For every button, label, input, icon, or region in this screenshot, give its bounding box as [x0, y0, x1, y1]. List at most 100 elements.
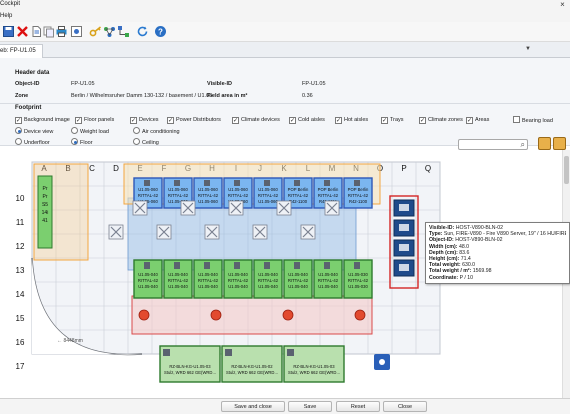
chevron-down-icon[interactable]: ▼: [525, 46, 531, 52]
rack-label: R42-1100: [349, 199, 368, 204]
row-label-16: 16: [16, 338, 25, 347]
fan-icon: [182, 202, 194, 214]
close-window-icon[interactable]: ×: [560, 0, 565, 9]
fan-icon: [302, 226, 314, 238]
server-device-icon: [399, 224, 409, 231]
key-icon[interactable]: [89, 25, 102, 38]
rack-label: U1.05-030: [348, 272, 368, 277]
checkbox-background-image[interactable]: ✓ Background image: [15, 117, 70, 124]
climate-device-label: Stulz, WRD 662 GE(WRD...: [164, 370, 216, 375]
room-outside: [32, 258, 142, 355]
search-input[interactable]: ⌕: [458, 139, 528, 150]
rack-icon: [204, 262, 210, 269]
server-device-icon: [399, 264, 409, 271]
rack-label: U1.05-060: [138, 199, 158, 204]
menu-help[interactable]: Help: [0, 13, 13, 19]
tooltip-coordinate: P / 10: [459, 274, 474, 281]
wall-dimension-label: ← 8448mm: [57, 338, 83, 344]
rack-label: RITTAL-42: [258, 278, 279, 283]
hot-spot-marker[interactable]: [210, 309, 222, 321]
radio-weight-load[interactable]: Weight load: [71, 127, 109, 136]
rack-label: U1.05-040: [318, 284, 338, 289]
hot-spot-marker[interactable]: [354, 309, 366, 321]
tooltip-object-id: HOST-V890-BLN-02: [455, 237, 503, 244]
preview-icon[interactable]: [70, 25, 83, 38]
floor-plan-canvas[interactable]: ← 8448mmABCDEFGHIJKLMNOPQ101112131415161…: [0, 150, 570, 398]
help-icon[interactable]: ?: [154, 25, 167, 38]
document-icon[interactable]: [30, 25, 43, 38]
rack-label: U1.05-060: [258, 187, 278, 192]
print-icon[interactable]: [55, 25, 68, 38]
fan-icon: [158, 226, 170, 238]
rack-label: U1.05-060: [198, 199, 218, 204]
server-device-icon: [399, 244, 409, 251]
tab-floorplan[interactable]: eb: FP-U1.05: [0, 44, 43, 58]
save-button[interactable]: Save: [288, 401, 332, 412]
climate-device-label: Stulz, WRD 662 GE(WRD...: [226, 370, 278, 375]
rack-label: U1.05-040: [198, 272, 218, 277]
hot-spot-marker[interactable]: [138, 309, 150, 321]
selected-device-frame[interactable]: [389, 195, 419, 289]
checkbox-cold-aisles[interactable]: ✓ Cold aisles: [289, 117, 325, 124]
field-area-label: Field area in m²: [207, 93, 248, 99]
check-icon: ✓: [130, 117, 137, 124]
delete-icon[interactable]: [16, 25, 29, 38]
copy-icon[interactable]: [42, 25, 55, 38]
rack-label: U1.05-060: [168, 187, 188, 192]
left-panel-text: S5: [42, 202, 48, 208]
radio-ceiling[interactable]: Ceiling: [133, 138, 159, 147]
radio-device-view[interactable]: Device view: [15, 127, 53, 136]
network-icon[interactable]: [103, 25, 116, 38]
check-icon: ✓: [232, 117, 239, 124]
scrollbar-thumb[interactable]: [564, 156, 569, 184]
rack-label: U1.05-040: [138, 272, 158, 277]
refresh-icon[interactable]: [136, 25, 149, 38]
checkbox-areas[interactable]: ✓ Areas: [466, 117, 490, 124]
hot-spot-marker[interactable]: [282, 309, 294, 321]
check-icon: ✓: [167, 117, 174, 124]
checkbox-climate-devices[interactable]: ✓ Climate devices: [232, 117, 280, 124]
rack-icon: [324, 262, 330, 269]
floor-plan-svg: ← 8448mmABCDEFGHIJKLMNOPQ101112131415161…: [16, 161, 441, 383]
checkbox-bearing-load[interactable]: Bearing load: [513, 116, 553, 125]
close-button[interactable]: Close: [383, 401, 427, 412]
check-icon: ✓: [419, 117, 426, 124]
svg-text:?: ?: [158, 27, 163, 36]
export-icon[interactable]: [538, 137, 551, 150]
tooltip-width: 48.0: [458, 243, 470, 250]
field-area-value: 0.36: [302, 93, 313, 99]
checkbox-floor-panels[interactable]: ✓ Floor panels: [75, 117, 115, 124]
rack-icon: [144, 180, 150, 186]
checkbox-trays[interactable]: ✓ Trays: [381, 117, 404, 124]
fan-icon: [134, 202, 146, 214]
rack-icon: [264, 262, 270, 269]
rack-icon: [294, 180, 300, 186]
save-and-close-button[interactable]: Save and close: [221, 401, 285, 412]
radio-air-conditioning[interactable]: Air conditioning: [133, 127, 180, 136]
check-icon: ✓: [335, 117, 342, 124]
rack-label: U1.05-060: [258, 199, 278, 204]
header-data-panel: Header data Object-ID FP-U1.05 Visible-I…: [0, 58, 570, 104]
checkbox-climate-zones[interactable]: ✓ Climate zones: [419, 117, 463, 124]
radio-floor[interactable]: Floor: [71, 138, 93, 147]
checkbox-power-distributors[interactable]: ✓ Power Distributors: [167, 117, 221, 124]
import-icon[interactable]: [553, 137, 566, 150]
rack-label: RITTAL-42: [288, 278, 309, 283]
rack-label: U1.05-030: [348, 284, 368, 289]
rack-icon: [354, 180, 360, 186]
checkbox-devices[interactable]: ✓ Devices: [130, 117, 159, 124]
fan-icon: [110, 226, 122, 238]
rack-icon: [234, 262, 240, 269]
rack-label: RITTAL-42: [228, 193, 249, 198]
rack-label: RITTAL-42: [228, 278, 249, 283]
tree-icon[interactable]: [117, 25, 130, 38]
save-icon[interactable]: [2, 25, 15, 38]
rack-label: U1.05-040: [228, 284, 248, 289]
left-panel-text: 41: [42, 218, 48, 224]
checkbox-hot-aisles[interactable]: ✓ Hot aisles: [335, 117, 369, 124]
left-power-panel[interactable]: [37, 175, 53, 249]
reset-button[interactable]: Reset: [336, 401, 380, 412]
radio-underfloor[interactable]: Underfloor: [15, 138, 50, 147]
check-icon: ✓: [381, 117, 388, 124]
rack-label: RITTAL-42: [288, 193, 309, 198]
